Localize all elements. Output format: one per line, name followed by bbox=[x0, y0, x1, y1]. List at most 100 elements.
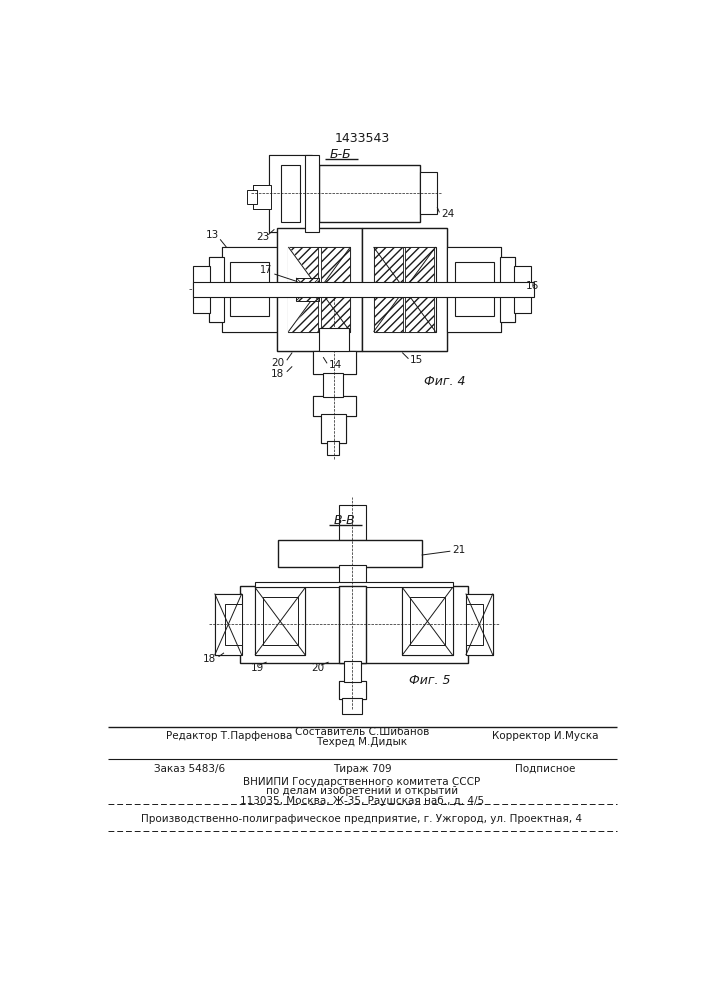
Bar bbox=[269, 197, 312, 232]
Bar bbox=[339, 681, 366, 699]
Text: Заказ 5483/6: Заказ 5483/6 bbox=[154, 764, 226, 774]
Bar bbox=[255, 582, 452, 587]
Bar bbox=[276, 228, 362, 351]
Bar bbox=[253, 185, 271, 209]
Text: 15: 15 bbox=[410, 355, 423, 365]
Bar bbox=[373, 247, 403, 289]
Bar bbox=[197, 272, 206, 306]
Text: Тираж 709: Тираж 709 bbox=[332, 764, 391, 774]
Bar bbox=[358, 586, 366, 663]
Text: В-В: В-В bbox=[333, 514, 355, 527]
Text: ВНИИПИ Государственного комитета СССР: ВНИИПИ Государственного комитета СССР bbox=[243, 777, 481, 787]
Bar bbox=[323, 373, 343, 397]
Bar bbox=[448, 247, 501, 332]
Bar bbox=[193, 282, 534, 297]
Bar bbox=[209, 257, 224, 322]
Text: 18: 18 bbox=[203, 654, 216, 664]
Bar bbox=[313, 351, 356, 374]
Text: по делам изобретений и открытий: по делам изобретений и открытий bbox=[266, 786, 458, 796]
Bar bbox=[402, 587, 452, 655]
Bar bbox=[515, 272, 525, 306]
Bar bbox=[269, 155, 312, 197]
Bar bbox=[420, 172, 437, 214]
Bar bbox=[320, 165, 420, 222]
Bar bbox=[255, 587, 305, 655]
Text: Корректор И.Муска: Корректор И.Муска bbox=[492, 731, 599, 741]
Bar bbox=[448, 247, 501, 332]
Bar bbox=[255, 587, 305, 655]
Bar bbox=[404, 289, 434, 332]
Text: Б-Б: Б-Б bbox=[329, 148, 351, 161]
Text: Фиг. 5: Фиг. 5 bbox=[409, 674, 450, 687]
Bar bbox=[281, 165, 300, 222]
Text: 1433543: 1433543 bbox=[334, 132, 390, 145]
Bar bbox=[313, 396, 356, 416]
Text: 14: 14 bbox=[329, 360, 342, 370]
Bar bbox=[253, 185, 271, 209]
Text: 24: 24 bbox=[441, 209, 455, 219]
Bar bbox=[339, 565, 366, 586]
Bar bbox=[230, 262, 269, 316]
Text: 113035, Москва, Ж-35, Раушская наб., д. 4/5: 113035, Москва, Ж-35, Раушская наб., д. … bbox=[240, 796, 484, 806]
Bar bbox=[514, 266, 531, 312]
Bar bbox=[500, 257, 515, 322]
Bar bbox=[296, 278, 320, 301]
Text: 20: 20 bbox=[271, 358, 284, 368]
Text: 17: 17 bbox=[259, 265, 272, 275]
Bar bbox=[344, 661, 361, 682]
Bar bbox=[276, 228, 362, 351]
Bar bbox=[247, 190, 257, 204]
Bar bbox=[215, 594, 242, 655]
Bar bbox=[362, 228, 448, 351]
Bar bbox=[339, 505, 366, 540]
Bar bbox=[223, 247, 276, 332]
Text: 20: 20 bbox=[311, 663, 325, 673]
Bar bbox=[339, 586, 346, 663]
Bar bbox=[288, 289, 317, 332]
Bar bbox=[321, 289, 351, 332]
Bar bbox=[313, 396, 356, 416]
Bar bbox=[209, 257, 224, 322]
Bar bbox=[339, 586, 366, 663]
Polygon shape bbox=[288, 247, 320, 332]
Text: Фиг. 4: Фиг. 4 bbox=[424, 375, 466, 388]
Bar bbox=[410, 597, 445, 645]
Text: Техред М.Дидык: Техред М.Дидык bbox=[317, 737, 407, 747]
Bar bbox=[320, 328, 349, 351]
Bar bbox=[373, 247, 436, 332]
Bar bbox=[402, 587, 452, 655]
Text: 21: 21 bbox=[452, 545, 466, 555]
Bar bbox=[193, 266, 210, 312]
Bar bbox=[288, 247, 317, 289]
Bar bbox=[327, 441, 339, 455]
Text: 16: 16 bbox=[526, 281, 539, 291]
Bar bbox=[466, 594, 493, 655]
Text: 13: 13 bbox=[205, 231, 218, 240]
Bar bbox=[404, 247, 434, 289]
Bar bbox=[223, 247, 276, 332]
Bar bbox=[240, 586, 468, 663]
Bar bbox=[455, 262, 493, 316]
Bar bbox=[279, 540, 421, 567]
Text: Редактор Т.Парфенова: Редактор Т.Парфенова bbox=[166, 731, 292, 741]
Bar bbox=[362, 228, 448, 351]
Bar bbox=[373, 289, 403, 332]
Bar bbox=[288, 247, 351, 332]
Text: Производственно-полиграфическое предприятие, г. Ужгород, ул. Проектная, 4: Производственно-полиграфическое предприя… bbox=[141, 814, 583, 824]
Bar bbox=[263, 597, 298, 645]
Text: Составитель С.Шибанов: Составитель С.Шибанов bbox=[295, 727, 429, 737]
Bar bbox=[321, 414, 346, 443]
Text: 19: 19 bbox=[251, 663, 264, 673]
Bar bbox=[466, 604, 483, 645]
Bar bbox=[341, 698, 362, 714]
Text: 18: 18 bbox=[271, 369, 284, 379]
Bar bbox=[313, 351, 356, 374]
Bar bbox=[225, 604, 242, 645]
Bar bbox=[339, 681, 366, 699]
Text: 23: 23 bbox=[256, 232, 269, 242]
Bar bbox=[500, 257, 515, 322]
Bar bbox=[321, 247, 351, 289]
Text: Подписное: Подписное bbox=[515, 764, 575, 774]
Bar bbox=[321, 414, 346, 443]
Bar bbox=[466, 594, 493, 655]
